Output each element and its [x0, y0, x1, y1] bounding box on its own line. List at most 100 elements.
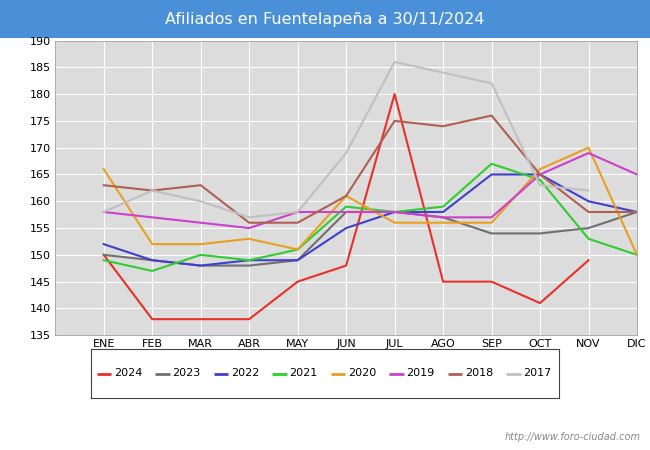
2024 [584, 257, 592, 263]
2021 [294, 247, 302, 252]
2021 [488, 161, 495, 166]
2024 [294, 279, 302, 284]
2019 [245, 225, 253, 231]
Line: 2023: 2023 [104, 212, 637, 266]
Line: 2017: 2017 [104, 62, 588, 217]
2022 [342, 225, 350, 231]
2020 [197, 242, 205, 247]
Line: 2024: 2024 [104, 94, 588, 319]
2023 [342, 209, 350, 215]
2021 [584, 236, 592, 242]
Text: 2020: 2020 [348, 369, 376, 378]
Text: 2021: 2021 [289, 369, 318, 378]
2018 [245, 220, 253, 225]
2021 [536, 177, 544, 183]
Text: 2022: 2022 [231, 369, 259, 378]
2019 [584, 150, 592, 156]
2021 [245, 257, 253, 263]
Line: 2022: 2022 [104, 175, 637, 266]
2019 [148, 215, 156, 220]
2017 [148, 188, 156, 193]
2019 [391, 209, 398, 215]
2022 [584, 198, 592, 204]
2021 [342, 204, 350, 209]
2024 [391, 91, 398, 97]
2018 [536, 172, 544, 177]
2021 [633, 252, 641, 257]
2021 [439, 204, 447, 209]
2017 [439, 70, 447, 75]
2019 [197, 220, 205, 225]
2022 [536, 172, 544, 177]
2023 [294, 257, 302, 263]
2021 [391, 209, 398, 215]
2018 [584, 209, 592, 215]
2017 [488, 81, 495, 86]
2017 [294, 209, 302, 215]
2024 [148, 316, 156, 322]
2021 [197, 252, 205, 257]
2018 [197, 183, 205, 188]
Text: 2017: 2017 [523, 369, 552, 378]
2020 [100, 166, 108, 172]
2023 [100, 252, 108, 257]
2019 [100, 209, 108, 215]
2017 [391, 59, 398, 65]
2021 [148, 268, 156, 274]
2023 [633, 209, 641, 215]
Text: Afiliados en Fuentelapeña a 30/11/2024: Afiliados en Fuentelapeña a 30/11/2024 [165, 12, 485, 27]
Text: 2019: 2019 [406, 369, 435, 378]
2023 [245, 263, 253, 268]
2019 [439, 215, 447, 220]
2021 [100, 257, 108, 263]
2024 [245, 316, 253, 322]
2023 [197, 263, 205, 268]
2017 [536, 183, 544, 188]
2020 [439, 220, 447, 225]
2020 [391, 220, 398, 225]
2018 [294, 220, 302, 225]
2019 [536, 172, 544, 177]
2019 [342, 209, 350, 215]
Line: 2019: 2019 [104, 153, 637, 228]
Line: 2020: 2020 [104, 148, 637, 255]
2020 [294, 247, 302, 252]
2022 [294, 257, 302, 263]
2024 [197, 316, 205, 322]
2024 [439, 279, 447, 284]
2018 [148, 188, 156, 193]
2018 [633, 209, 641, 215]
2020 [342, 193, 350, 198]
2024 [536, 301, 544, 306]
Text: 2023: 2023 [172, 369, 201, 378]
2020 [536, 166, 544, 172]
2023 [391, 209, 398, 215]
2022 [100, 242, 108, 247]
2018 [439, 124, 447, 129]
2017 [100, 209, 108, 215]
2020 [245, 236, 253, 242]
2023 [148, 257, 156, 263]
Line: 2018: 2018 [104, 116, 637, 223]
2017 [342, 150, 350, 156]
2017 [245, 215, 253, 220]
2023 [488, 231, 495, 236]
2020 [488, 220, 495, 225]
2019 [633, 172, 641, 177]
2020 [584, 145, 592, 150]
2023 [536, 231, 544, 236]
2020 [633, 252, 641, 257]
2019 [488, 215, 495, 220]
2024 [488, 279, 495, 284]
2022 [245, 257, 253, 263]
2018 [100, 183, 108, 188]
2022 [197, 263, 205, 268]
2018 [342, 193, 350, 198]
2024 [342, 263, 350, 268]
2023 [439, 215, 447, 220]
Text: 2024: 2024 [114, 369, 142, 378]
Text: 2018: 2018 [465, 369, 493, 378]
2024 [100, 252, 108, 257]
2018 [488, 113, 495, 118]
2019 [294, 209, 302, 215]
